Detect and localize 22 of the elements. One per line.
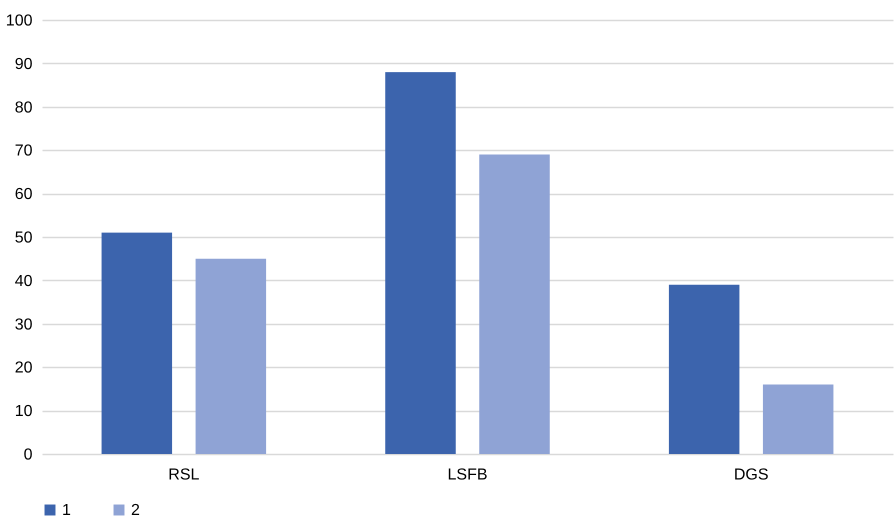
y-tick-label: 80	[14, 99, 33, 116]
legend-label: 1	[62, 502, 71, 519]
y-tick-label: 40	[14, 272, 33, 290]
y-tick-label: 90	[14, 56, 33, 73]
y-tick-label: 0	[24, 446, 33, 464]
bar	[196, 258, 266, 454]
y-tick-label: 10	[14, 403, 33, 420]
x-tick-label: DGS	[734, 466, 769, 484]
y-tick-label: 20	[14, 360, 33, 377]
y-tick-label: 30	[14, 316, 33, 334]
y-tick-label: 60	[14, 186, 33, 204]
x-tick-label: LSFB	[447, 466, 488, 484]
bar	[762, 384, 834, 454]
y-tick-label: 70	[14, 142, 33, 160]
y-tick-label: 100	[6, 12, 33, 30]
y-tick-label: 50	[14, 230, 33, 246]
x-tick-label: RSL	[168, 466, 200, 484]
bar	[479, 154, 550, 454]
bar	[385, 72, 456, 454]
bar	[668, 284, 740, 454]
legend-label: 2	[131, 502, 140, 519]
bar	[102, 232, 172, 454]
